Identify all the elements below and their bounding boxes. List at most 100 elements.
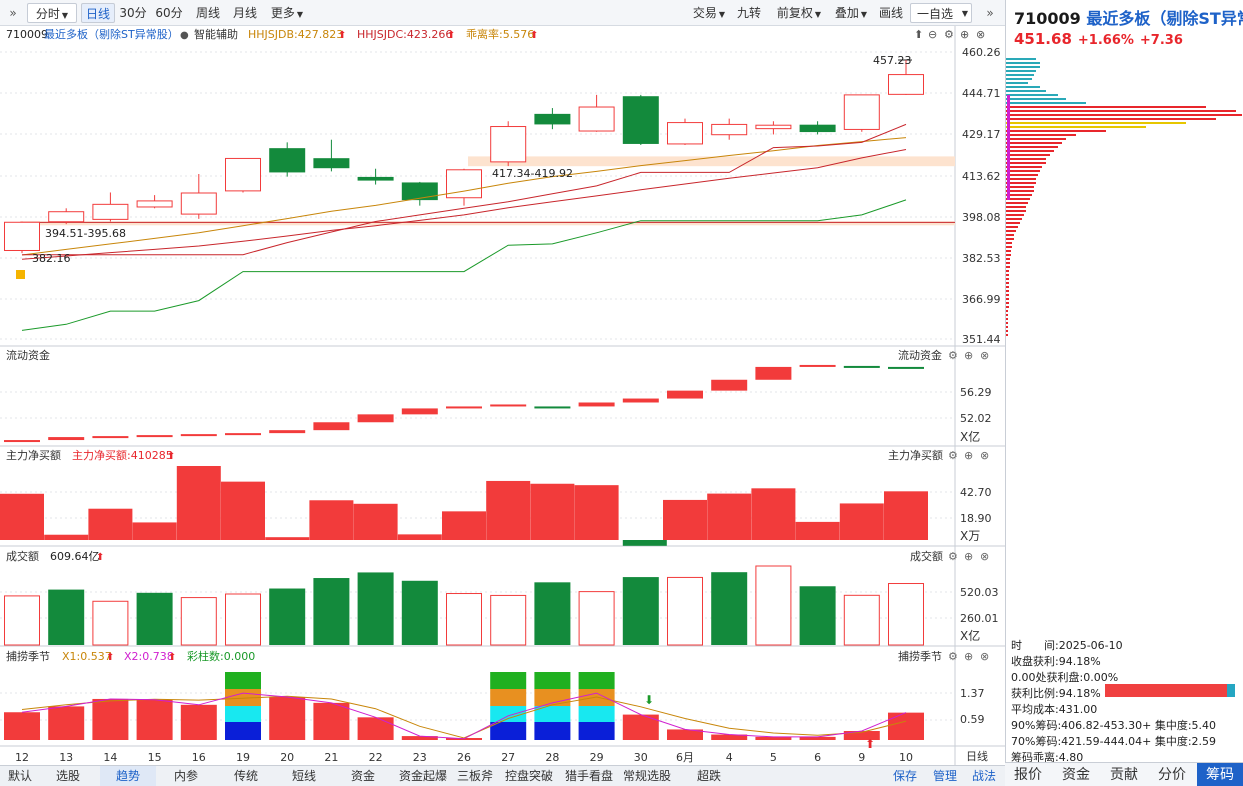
- candle-body: [48, 211, 85, 223]
- tab-more[interactable]: 更多 ▼: [267, 3, 307, 23]
- tab-capital[interactable]: 资金: [350, 769, 375, 783]
- chip-bar: [1006, 322, 1008, 324]
- tab-daily[interactable]: 日线: [81, 3, 115, 23]
- season-color-segment: [490, 722, 527, 740]
- strategy-button[interactable]: 战法: [971, 769, 996, 783]
- double-chevron-right-icon[interactable]: »: [9, 6, 17, 20]
- chip-bar: [1006, 274, 1009, 276]
- chip-bar: [1006, 242, 1012, 244]
- chip-bar: [1006, 74, 1034, 76]
- net-buy-bar: [839, 503, 884, 540]
- season-color-segment: [578, 722, 615, 740]
- x-label: 12: [15, 751, 29, 764]
- candle-body: [799, 124, 836, 133]
- up-arrow-icon[interactable]: ⬆: [914, 28, 923, 41]
- tab-monthly[interactable]: 月线: [232, 6, 257, 20]
- tab-price-dist[interactable]: 分价: [1158, 767, 1186, 783]
- tab-weekly[interactable]: 周线: [195, 6, 220, 20]
- tab-insider[interactable]: 内参: [173, 769, 198, 783]
- candle-body: [4, 221, 40, 251]
- candle-body: [622, 96, 659, 144]
- y-tick: 1.37: [960, 687, 985, 700]
- trade-label: 交易: [692, 6, 717, 20]
- chip-bar: [1006, 86, 1040, 88]
- season-color-segment: [534, 689, 571, 706]
- chip-range-bar: [1007, 95, 1010, 200]
- chip-bar: [1006, 70, 1036, 72]
- tab-contribution[interactable]: 贡献: [1110, 767, 1138, 783]
- chevron-down-icon[interactable]: ●: [180, 30, 189, 41]
- flow-bar: [136, 435, 173, 438]
- tab-classic[interactable]: 传统: [233, 769, 258, 783]
- x-label: 30: [634, 751, 648, 764]
- tab-trend[interactable]: 趋势: [100, 766, 156, 786]
- x-label: 14: [103, 751, 117, 764]
- tab-stock-pick[interactable]: 选股: [55, 769, 80, 783]
- turnover-bar: [534, 582, 571, 645]
- net-buy-bar: [221, 481, 265, 540]
- y-tick: 398.08: [962, 211, 1001, 224]
- tab-control-breakout[interactable]: 控盘突破: [504, 769, 553, 783]
- add-icon[interactable]: ⊕: [960, 28, 969, 41]
- candle-body: [269, 148, 306, 173]
- chip-bar: [1006, 78, 1032, 80]
- manage-button[interactable]: 管理: [932, 769, 957, 783]
- gear-icon[interactable]: ⚙: [944, 28, 954, 41]
- tab-hunter[interactable]: 猎手看盘: [564, 769, 613, 783]
- x-label: 5: [770, 751, 777, 764]
- strategy-tabs: 默认 选股 趋势 内参 传统 短线 资金 资金起爆 三板斧 控盘突破 猎手看盘 …: [0, 765, 1005, 786]
- stat-profit-ratio: 获利比例:94.18%: [1011, 687, 1101, 700]
- nine-turn-button[interactable]: 九转: [736, 6, 761, 20]
- x-label: 16: [192, 751, 206, 764]
- overlay-menu[interactable]: 叠加 ▼: [830, 3, 872, 23]
- chip-price-row: 451.68 +1.66% +7.36: [1014, 30, 1189, 48]
- flow-bar: [667, 390, 703, 399]
- indicator-hhjsjdc: HHJSJDC:423.266: [357, 28, 452, 41]
- minimize-icon[interactable]: ⊖: [928, 28, 937, 41]
- tab-oversold[interactable]: 超跌: [696, 769, 721, 783]
- flow-bar: [888, 366, 924, 369]
- tab-30min[interactable]: 30分: [119, 6, 147, 20]
- y-tick: 0.59: [960, 713, 985, 726]
- chip-price: 451.68: [1014, 30, 1072, 48]
- tab-intraday[interactable]: 分时 ▼: [27, 3, 77, 23]
- season-color-segment: [578, 706, 615, 722]
- high-annotation: 457.23: [873, 54, 912, 67]
- watchlist-select[interactable]: 一自选 ▼: [910, 3, 972, 23]
- x-label: 6月: [676, 751, 694, 764]
- y-tick: 260.01: [960, 612, 999, 625]
- close-icon[interactable]: ⊗: [976, 28, 985, 41]
- double-chevron-right-icon[interactable]: »: [986, 6, 994, 20]
- season-color-segment: [578, 672, 615, 689]
- tab-default[interactable]: 默认: [7, 769, 32, 783]
- tab-60min[interactable]: 60分: [155, 6, 183, 20]
- chip-chg: +7.36: [1139, 33, 1183, 48]
- chip-bar: [1006, 66, 1040, 68]
- tab-regular-pick[interactable]: 常规选股: [622, 769, 671, 783]
- net-buy-bar: [795, 521, 840, 540]
- assist-label[interactable]: 智能辅助: [194, 27, 238, 41]
- kline-chart[interactable]: 460.26 444.71 429.17 413.62 398.08 382.53 366.…: [0, 26, 1005, 786]
- tab-three-axes[interactable]: 三板斧: [456, 769, 493, 783]
- tab-chips[interactable]: 筹码: [1197, 763, 1243, 786]
- draw-button[interactable]: 画线: [878, 6, 903, 20]
- season-bar: [799, 736, 836, 740]
- tab-funds[interactable]: 资金: [1062, 767, 1090, 783]
- adjust-menu[interactable]: 前复权 ▼: [772, 3, 826, 23]
- tab-quote[interactable]: 报价: [1014, 767, 1042, 783]
- chip-bar: [1006, 306, 1009, 308]
- trade-menu[interactable]: 交易 ▼: [688, 3, 730, 23]
- ma-line: [21, 149, 907, 260]
- flow-panel-right-title: 流动资金: [898, 348, 942, 362]
- y-tick: 413.62: [962, 170, 1001, 183]
- chart-grid: [0, 51, 955, 721]
- vol-panel-right-title: 成交额: [910, 549, 943, 563]
- stat-avg-cost: 平均成本:431.00: [1011, 703, 1098, 716]
- up-arrow-icon: ⬆: [96, 552, 104, 563]
- net-buy-bar: [884, 491, 928, 540]
- tab-short[interactable]: 短线: [291, 769, 316, 783]
- season-bar: [313, 702, 350, 740]
- turnover-bar: [313, 578, 350, 645]
- save-button[interactable]: 保存: [892, 769, 917, 783]
- tab-capital-burst[interactable]: 资金起爆: [398, 769, 447, 783]
